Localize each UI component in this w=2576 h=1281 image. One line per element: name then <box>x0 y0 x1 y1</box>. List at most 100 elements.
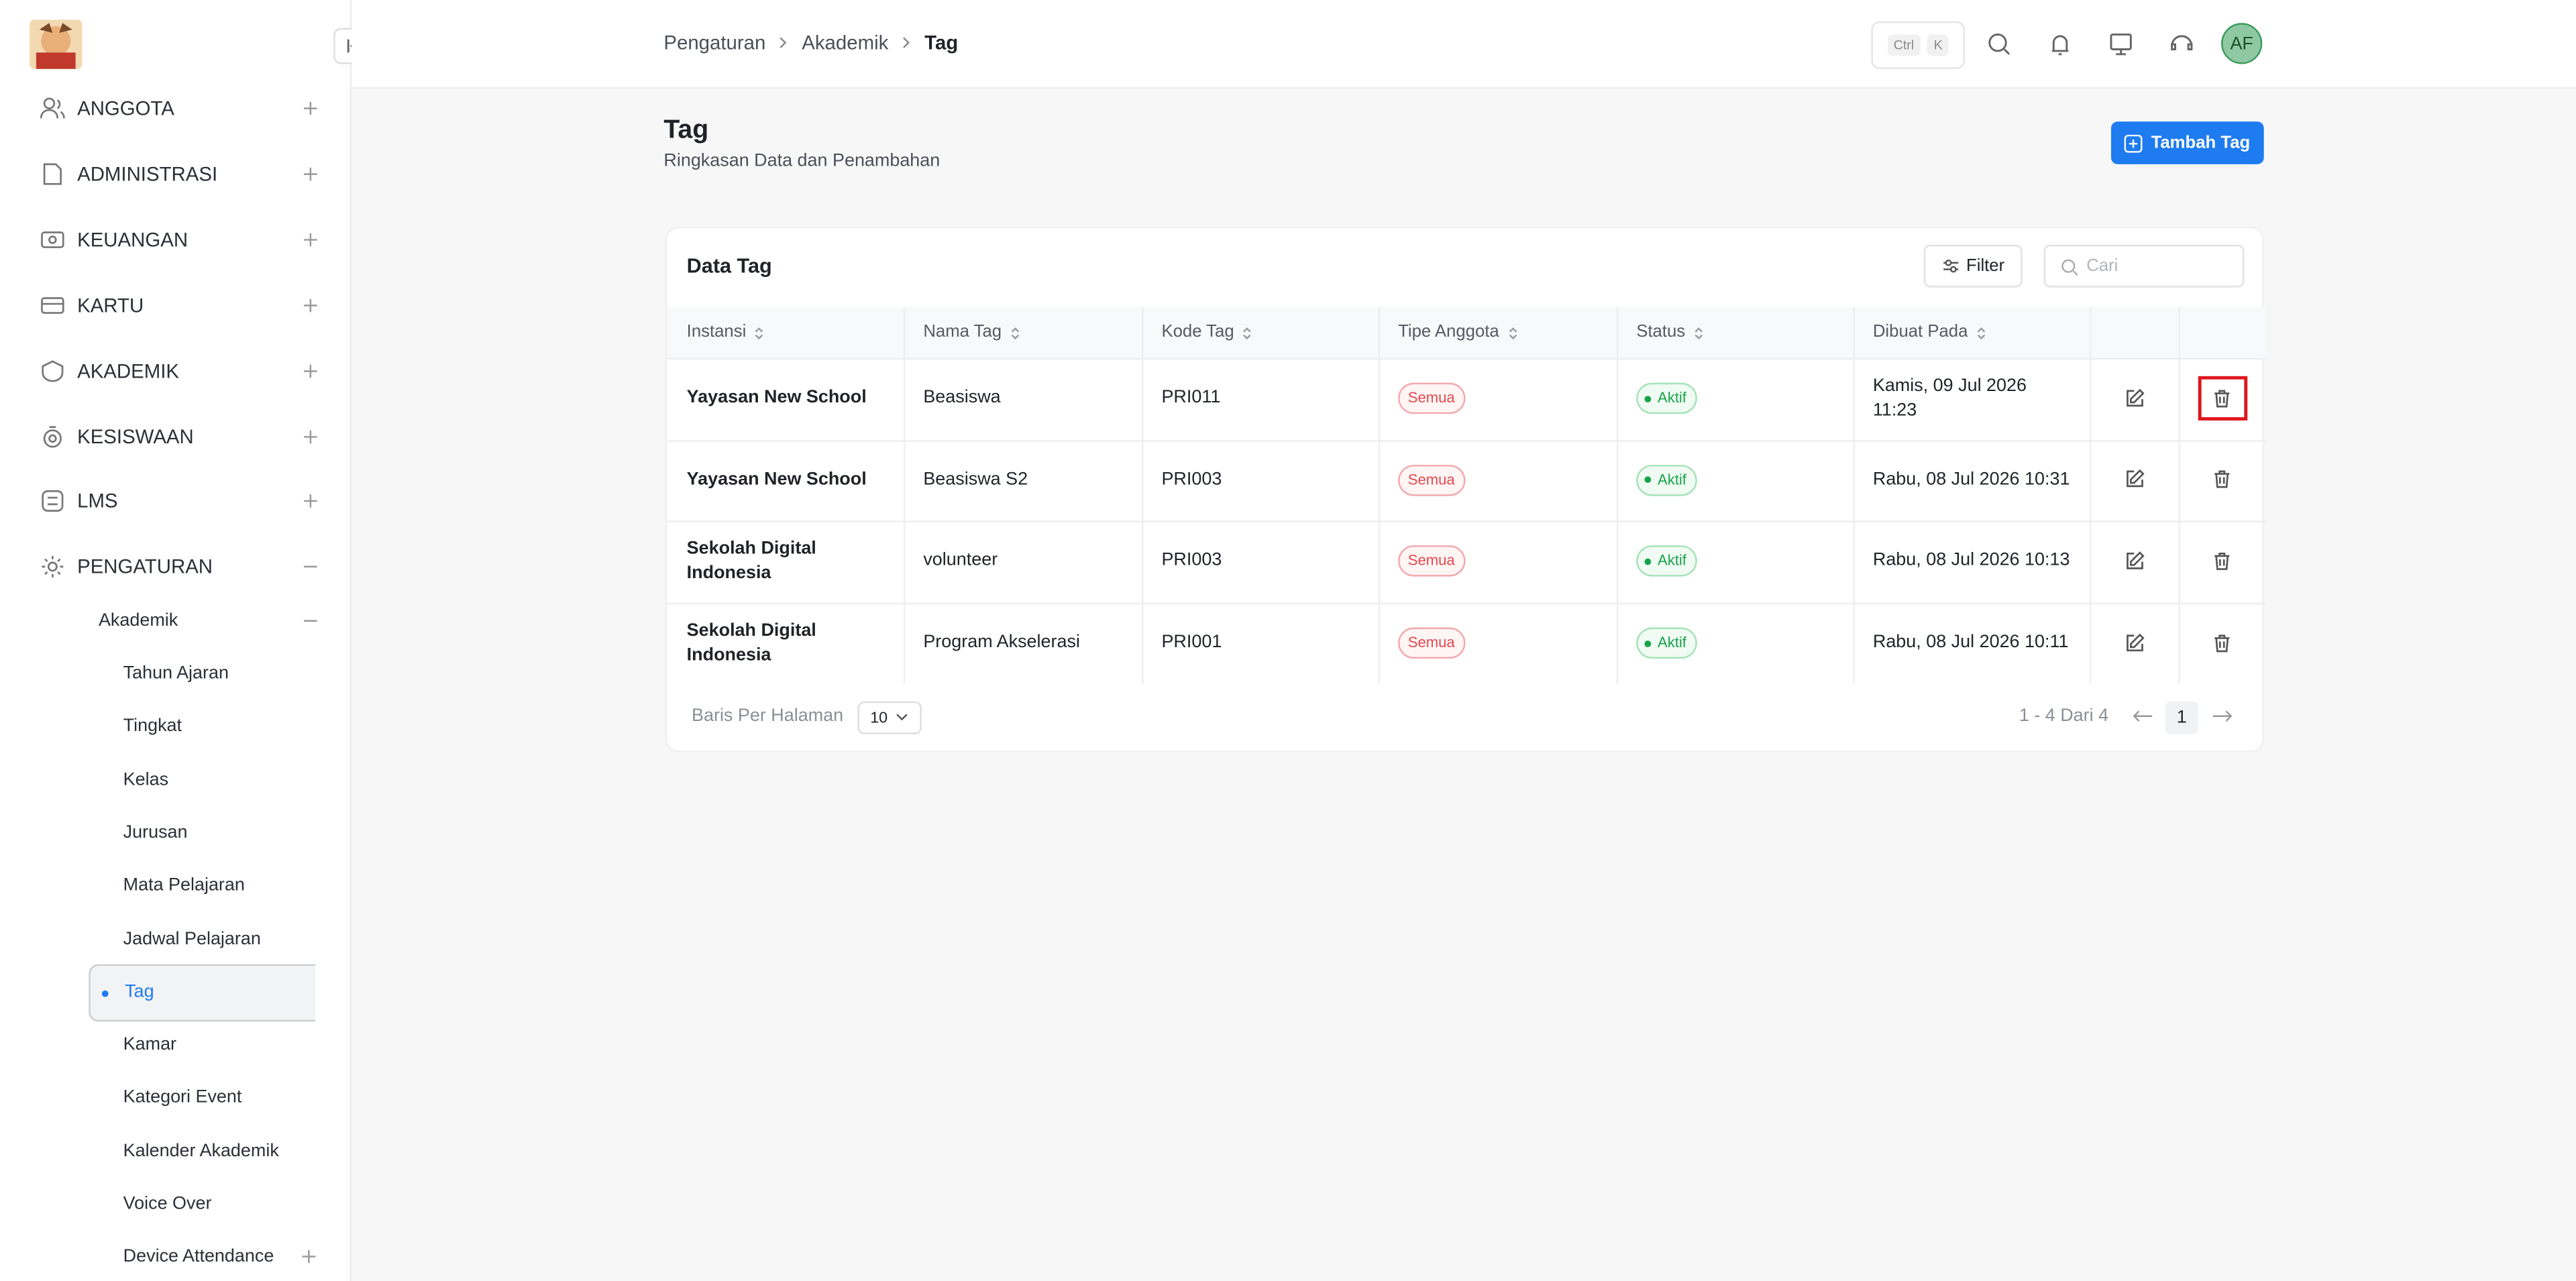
column-divider <box>1378 307 1381 684</box>
table-card: Data Tag Filter Cari Instansi Nama Tag Kod… <box>665 226 2266 753</box>
submenu-item[interactable]: Kamar <box>123 1035 177 1055</box>
delete-button[interactable] <box>2211 387 2233 408</box>
submenu-item[interactable]: Voice Over <box>123 1194 212 1214</box>
breadcrumb-separator <box>902 37 910 48</box>
submenu-label: Akademik <box>98 611 178 631</box>
submenu-item[interactable]: Tingkat <box>123 716 182 736</box>
table-cell: PRI001 <box>1142 602 1379 683</box>
delete-button[interactable] <box>2211 550 2233 571</box>
table-cell: Aktif <box>1617 358 1854 439</box>
breadcrumb-separator <box>780 37 787 48</box>
table-row <box>667 602 2266 683</box>
current-page[interactable]: 1 <box>2165 701 2198 734</box>
submenu-item[interactable]: Kategori Event <box>123 1088 242 1108</box>
highlight-box <box>2197 376 2247 421</box>
table-row <box>667 520 2266 602</box>
submenu-item[interactable]: Kelas <box>123 769 169 789</box>
submenu-item[interactable]: Tahun Ajaran <box>123 663 229 683</box>
cell-text: PRI003 <box>1161 551 1222 571</box>
edit-button[interactable] <box>2123 469 2145 490</box>
top-bar <box>352 0 2576 89</box>
column-header[interactable]: Instansi <box>667 307 904 358</box>
breadcrumb-item[interactable]: Akademik <box>802 31 889 54</box>
menu-label: ANGGOTA <box>77 97 174 120</box>
breadcrumb-item: Tag <box>924 31 959 54</box>
edit-button[interactable] <box>2123 387 2145 408</box>
table-cell: Beasiswa S2 <box>904 439 1142 520</box>
submenu-item[interactable]: Mata Pelajaran <box>123 875 245 896</box>
column-header[interactable]: Tipe Anggota <box>1378 307 1617 358</box>
button-label: Filter <box>1966 256 2005 276</box>
column-header[interactable]: Status <box>1616 307 1854 358</box>
notification-icon[interactable] <box>2051 35 2069 56</box>
table-cell: Beasiswa <box>904 358 1142 439</box>
prev-page[interactable] <box>2131 708 2153 724</box>
table-title: Data Tag <box>686 254 772 278</box>
cell-text: Sekolah Digital Indonesia <box>686 620 816 665</box>
cell-text: Rabu, 08 Jul 2026 10:11 <box>1872 632 2069 653</box>
submenu-item[interactable]: Jadwal Pelajaran <box>123 928 261 949</box>
sort-icon <box>1694 326 1703 339</box>
menu-item[interactable]: KESISWAAN <box>40 414 319 457</box>
table-cell: Aktif <box>1617 602 1854 683</box>
column-header[interactable]: Dibuat Pada <box>1853 307 2090 358</box>
add-tag-button[interactable]: Tambah Tag <box>2110 121 2264 164</box>
button-label: Tambah Tag <box>2151 133 2251 153</box>
menu-label: ADMINISTRASI <box>77 162 218 186</box>
table-row <box>667 357 2266 439</box>
table-cell: Yayasan New School <box>667 439 904 520</box>
delete-button[interactable] <box>2211 632 2233 653</box>
cell-text: volunteer <box>923 551 998 571</box>
monitor-icon[interactable] <box>2110 33 2132 56</box>
chevron-down <box>896 714 908 721</box>
search-icon[interactable] <box>1988 33 2010 55</box>
column-header[interactable]: Nama Tag <box>903 307 1142 358</box>
submenu-item[interactable]: Kalender Akademik <box>123 1141 279 1161</box>
breadcrumb: Pengaturan Akademik Tag <box>663 32 958 54</box>
filter-button[interactable]: Filter <box>1923 244 2023 288</box>
table-cell: Yayasan New School <box>667 358 904 439</box>
column-divider <box>2090 307 2092 684</box>
menu-item[interactable]: PENGATURAN <box>40 546 319 589</box>
menu-item[interactable]: KARTU <box>40 284 319 327</box>
menu-item[interactable]: ANGGOTA <box>40 87 319 130</box>
support-icon[interactable] <box>2171 35 2193 50</box>
menu-item[interactable]: ADMINISTRASI <box>40 152 319 195</box>
submenu-item[interactable]: Device Attendance <box>123 1239 317 1275</box>
avatar[interactable]: AF <box>2221 23 2263 64</box>
logo[interactable] <box>30 19 83 69</box>
menu-item[interactable]: LMS <box>40 480 319 523</box>
search-shortcut[interactable]: Ctrl K <box>1871 21 1966 69</box>
menu-item[interactable]: KEUANGAN <box>40 218 319 261</box>
breadcrumb-item[interactable]: Pengaturan <box>663 31 766 54</box>
cell-text: Rabu, 08 Jul 2026 10:13 <box>1872 551 2070 571</box>
next-page[interactable] <box>2211 708 2234 724</box>
menu-icon <box>41 296 64 314</box>
rows-per-page-select[interactable]: 10 <box>857 701 922 734</box>
status-badge: Aktif <box>1636 627 1697 659</box>
page-subtitle: Ringkasan Data dan Penambahan <box>663 151 941 171</box>
submenu-item[interactable]: Jurusan <box>123 822 188 843</box>
menu-icon <box>42 490 64 512</box>
column-header[interactable]: Kode Tag <box>1142 307 1379 358</box>
delete-button[interactable] <box>2211 469 2233 490</box>
menu-item[interactable]: AKADEMIK <box>40 349 319 392</box>
expand-icon <box>304 364 317 378</box>
submenu-header[interactable]: Akademik <box>99 600 319 643</box>
column-divider <box>1616 307 1619 684</box>
menu-icon <box>43 163 62 185</box>
submenu-item[interactable]: Tag <box>89 964 316 1021</box>
column-title: Instansi <box>686 322 747 342</box>
expand-icon <box>304 233 317 246</box>
edit-button[interactable] <box>2123 550 2145 571</box>
menu-icon <box>42 556 64 578</box>
table-cell: Semua <box>1379 602 1617 683</box>
search-input[interactable]: Cari <box>2043 244 2245 288</box>
select-value: 10 <box>870 708 888 727</box>
table-cell: Rabu, 08 Jul 2026 10:31 <box>1853 439 2090 520</box>
edit-button[interactable] <box>2123 632 2145 653</box>
cell-text: PRI011 <box>1161 388 1221 408</box>
menu-label: LMS <box>77 490 118 514</box>
sort-icon <box>1010 326 1019 339</box>
